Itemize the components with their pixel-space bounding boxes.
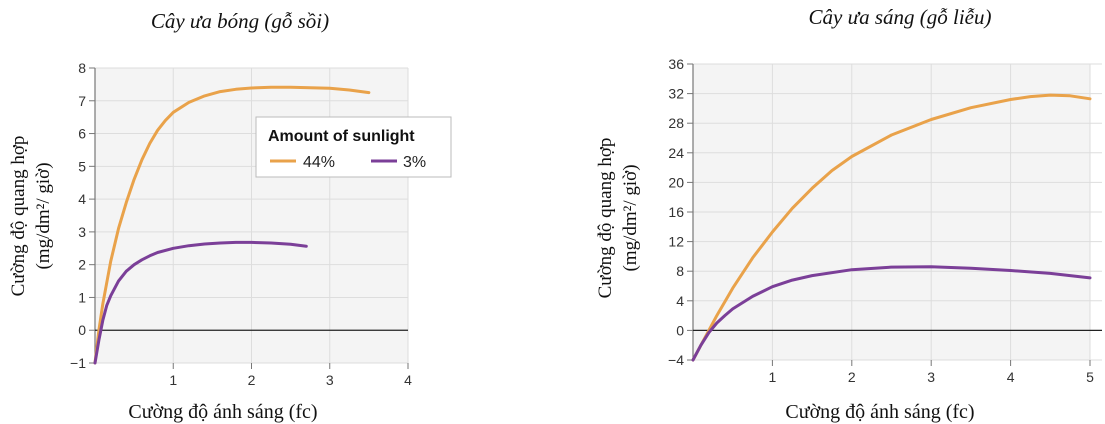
- x-tick-label: 5: [1086, 369, 1094, 385]
- y-tick-label: 20: [668, 174, 684, 190]
- x-tick-label: 1: [169, 372, 177, 388]
- chart-title: Cây ưa bóng (gỗ sồi): [151, 9, 329, 33]
- y-tick-label: 28: [668, 115, 684, 131]
- y-tick-label: 1: [78, 289, 86, 305]
- y-tick-label: 12: [668, 234, 684, 250]
- y-tick-label: 7: [78, 93, 86, 109]
- series-line-44pct: [691, 93, 1092, 362]
- y-tick-label: 36: [668, 56, 684, 72]
- grid-lines: [95, 67, 409, 364]
- x-tick-label: 2: [848, 369, 856, 385]
- x-tick-label: 3: [927, 369, 935, 385]
- y-axis-label-line2: (mg/dm²/ giờ): [33, 162, 54, 269]
- y-tick-label: 32: [668, 86, 684, 102]
- y-tick-label: 0: [78, 322, 86, 338]
- x-tick-label: 4: [1007, 369, 1015, 385]
- y-tick-label: 3: [78, 224, 86, 240]
- chart-title: Cây ưa sáng (gỗ liễu): [809, 5, 992, 29]
- legend-label-3: 3%: [403, 154, 426, 171]
- series-line-3pct: [691, 265, 1092, 362]
- y-axis-label-line1: Cường độ quang hợp: [8, 136, 29, 297]
- legend: Amount of sunlight 44% 3%: [255, 116, 452, 178]
- series-line-44pct: [93, 85, 371, 365]
- y-tick-label: 16: [668, 204, 684, 220]
- y-tick-label: 4: [78, 191, 86, 207]
- x-tick-label: 4: [404, 372, 412, 388]
- x-tick-label: 1: [769, 369, 777, 385]
- legend-box: [255, 116, 452, 178]
- y-tick-label: 4: [676, 293, 684, 309]
- y-axis-label-line2: (mg/dm²/ giờ): [620, 164, 641, 271]
- y-tick-label: −4: [668, 352, 684, 368]
- series-lines: [93, 85, 371, 365]
- y-tick-label: 0: [676, 322, 684, 338]
- y-tick-label: 8: [676, 263, 684, 279]
- chart-right: −4 0 4 8 12 16 20 24 28 32 36 1 2 3 4 5 Cây ưa sáng (gỗ…: [560, 0, 1105, 424]
- legend-title: Amount of sunlight: [268, 128, 415, 145]
- x-tick-label: 2: [248, 372, 256, 388]
- y-axis-label-line1: Cường độ quang hợp: [595, 138, 616, 299]
- axes: [89, 67, 409, 369]
- axes: [687, 63, 1102, 366]
- y-tick-label: −1: [70, 355, 86, 371]
- y-tick-label: 5: [78, 158, 86, 174]
- x-tick-label: 3: [326, 372, 334, 388]
- series-line-3pct: [93, 240, 308, 365]
- chart-left: −1 0 1 2 3 4 5 6 7 8 1 2 3 4 Amount of sunlight 44% 3…: [8, 9, 452, 423]
- tick-labels: −1 0 1 2 3 4 5 6 7 8 1 2 3 4: [70, 60, 412, 388]
- x-axis-label: Cường độ ánh sáng (fc): [128, 401, 317, 423]
- y-tick-label: 8: [78, 60, 86, 76]
- chart-left-svg: −1 0 1 2 3 4 5 6 7 8 1 2 3 4 Amount of sunlight 44% 3…: [8, 9, 452, 423]
- series-lines: [691, 93, 1092, 362]
- legend-label-44: 44%: [303, 154, 335, 171]
- y-tick-label: 6: [78, 126, 86, 142]
- y-tick-label: 2: [78, 257, 86, 273]
- y-tick-label: 24: [668, 145, 684, 161]
- x-axis-label: Cường độ ánh sáng (fc): [785, 401, 974, 423]
